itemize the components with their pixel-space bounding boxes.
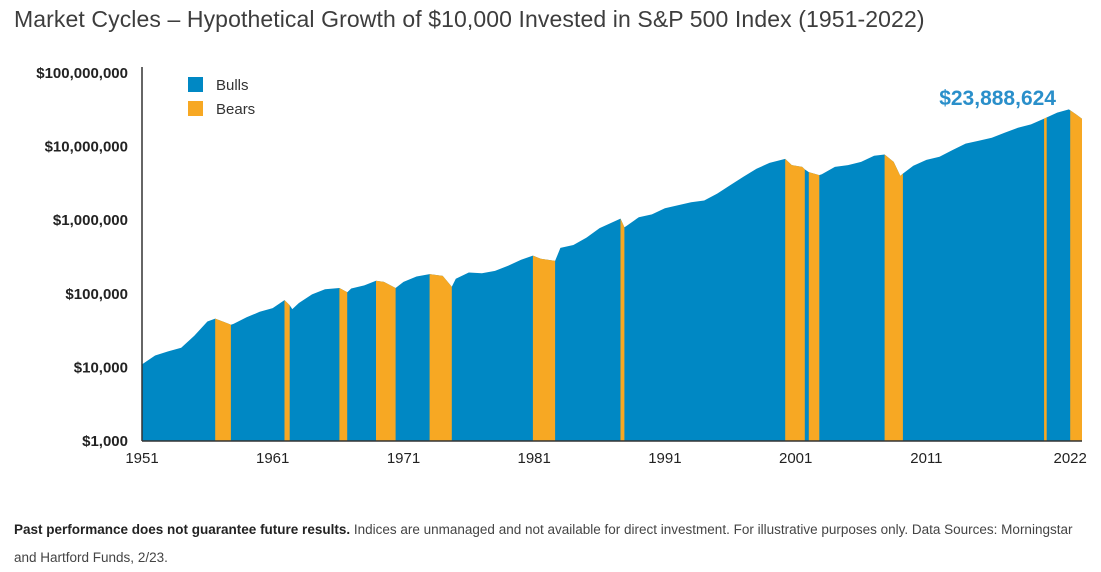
x-tick-label: 1951 — [125, 450, 158, 467]
bear-period-band — [1070, 109, 1082, 441]
bear-period-band — [339, 109, 348, 441]
legend-swatch-bulls — [188, 77, 203, 92]
y-tick-label: $1,000,000 — [53, 212, 128, 229]
x-tick-label: 1961 — [256, 450, 289, 467]
legend: Bulls Bears — [188, 77, 255, 118]
footnote-disclaimer: Past performance does not guarantee futu… — [14, 522, 351, 537]
final-value-label: $23,888,624 — [939, 87, 1056, 110]
bear-period-band — [884, 109, 903, 441]
bear-period-band — [620, 109, 625, 441]
bear-period-band — [785, 109, 805, 441]
bear-period-band — [376, 109, 396, 441]
bear-period-band — [532, 109, 556, 441]
x-tick-label: 2022 — [1054, 450, 1087, 467]
chart-title: Market Cycles – Hypothetical Growth of $… — [14, 6, 925, 32]
y-tick-label: $1,000 — [82, 433, 128, 450]
bear-period-band — [808, 109, 820, 441]
bear-period-band — [429, 109, 452, 441]
chart: $1,000 $10,000 $100,000 $1,000,000 $10,000,0… — [36, 65, 1087, 467]
x-tick-label: 1971 — [387, 450, 420, 467]
bear-period-band — [215, 109, 231, 441]
x-tick-label: 2001 — [779, 450, 812, 467]
bear-period-band — [284, 109, 290, 441]
bear-period-band — [1044, 109, 1047, 441]
footnote-sources: Indices are unmanaged and not available … — [14, 522, 1073, 565]
x-tick-label: 1981 — [518, 450, 551, 467]
bulls-area — [142, 109, 1082, 442]
y-tick-label: $100,000 — [65, 286, 128, 303]
x-tick-label: 2011 — [910, 450, 942, 467]
y-tick-label: $10,000,000 — [45, 139, 128, 156]
x-tick-label: 1991 — [648, 450, 681, 467]
label-layer: $1,000 $10,000 $100,000 $1,000,000 $10,000,0… — [36, 65, 1087, 467]
legend-label-bears: Bears — [216, 101, 255, 118]
y-tick-label: $10,000 — [74, 359, 128, 376]
legend-swatch-bears — [188, 101, 203, 116]
axis-layer — [141, 67, 1082, 442]
legend-label-bulls: Bulls — [216, 77, 249, 94]
footnote: Past performance does not guarantee futu… — [14, 516, 1084, 572]
y-tick-label: $100,000,000 — [36, 65, 128, 82]
